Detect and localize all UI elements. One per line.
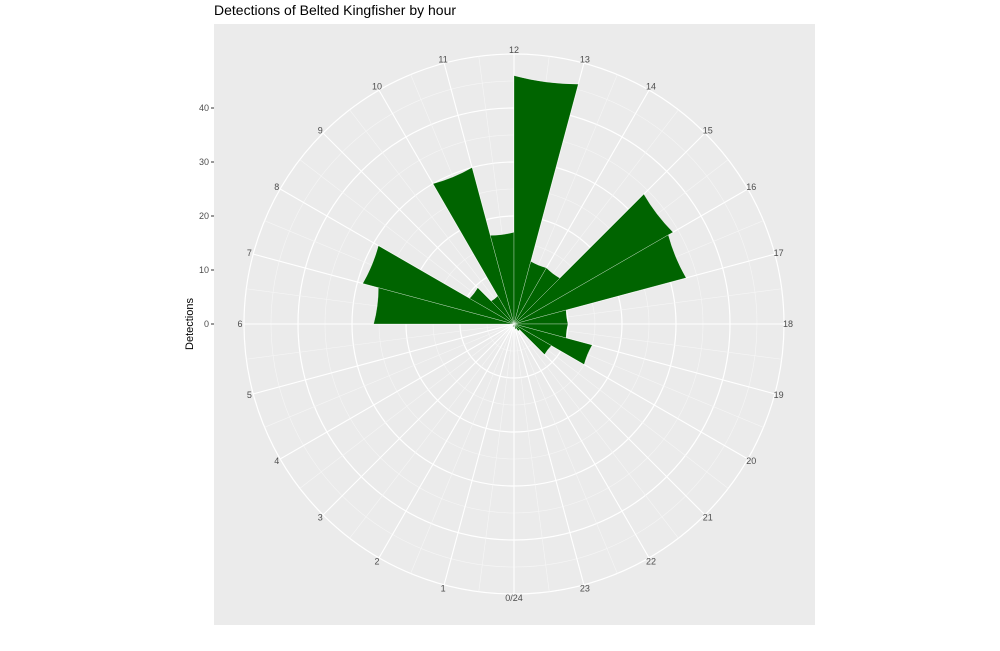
hour-label: 12 xyxy=(509,45,519,55)
minor-grid-spoke xyxy=(349,109,515,325)
bar-hour-22 xyxy=(513,323,517,330)
minor-grid-spoke xyxy=(349,323,515,539)
hour-label: 9 xyxy=(318,125,323,135)
y-tick-label: 0 xyxy=(204,319,209,329)
grid-spoke xyxy=(513,323,706,516)
hour-label: 18 xyxy=(783,319,793,329)
hour-label: 20 xyxy=(746,456,756,466)
bar-hour-16 xyxy=(513,234,687,325)
y-axis-title: Detections xyxy=(184,298,196,350)
hour-label: 22 xyxy=(646,556,656,566)
minor-grid-spoke xyxy=(513,323,618,574)
bar-hour-7 xyxy=(362,245,515,325)
minor-grid-spoke xyxy=(513,323,550,592)
minor-grid-spoke xyxy=(246,323,515,360)
hour-label: 6 xyxy=(237,319,242,329)
y-axis-layer: 0 10 20 30 40 xyxy=(199,103,214,329)
hour-label: 13 xyxy=(580,54,590,64)
y-tick-label: 40 xyxy=(199,103,209,113)
bar-hour-8 xyxy=(469,287,515,325)
hour-label: 1 xyxy=(441,584,446,594)
grid-spoke xyxy=(513,323,585,585)
hour-label: 2 xyxy=(374,556,379,566)
y-tick-label: 10 xyxy=(199,265,209,275)
bar-layer xyxy=(362,75,687,365)
bar-hour-20 xyxy=(513,323,552,355)
minor-grid-spoke xyxy=(264,323,515,428)
minor-grid-spoke xyxy=(513,323,729,489)
hour-label: 3 xyxy=(318,513,323,523)
minor-grid-spoke xyxy=(410,323,515,574)
hour-label: 8 xyxy=(274,182,279,192)
bar-hour-10 xyxy=(432,167,515,325)
grid-spoke xyxy=(322,323,515,516)
bar-hour-19 xyxy=(513,323,593,365)
hour-label: 15 xyxy=(703,125,713,135)
hour-label: 0/24 xyxy=(505,593,523,603)
bar-hour-21 xyxy=(513,323,520,332)
hour-label: 7 xyxy=(247,248,252,258)
y-tick-label: 30 xyxy=(199,157,209,167)
hour-label: 14 xyxy=(646,82,656,92)
minor-grid-spoke xyxy=(478,323,515,592)
grid-spoke xyxy=(513,323,650,559)
hour-label-layer: 0/24123456789101112131415161718192021222… xyxy=(237,45,793,603)
hour-label: 19 xyxy=(774,390,784,400)
hour-label: 21 xyxy=(703,513,713,523)
y-tick-label: 20 xyxy=(199,211,209,221)
hour-label: 5 xyxy=(247,390,252,400)
grid-spoke xyxy=(253,323,515,395)
minor-grid-spoke xyxy=(299,323,515,489)
hour-label: 17 xyxy=(774,248,784,258)
grid-spoke xyxy=(378,323,515,559)
bar-hour-12 xyxy=(513,75,579,325)
chart-title: Detections of Belted Kingfisher by hour xyxy=(214,2,457,18)
hour-label: 4 xyxy=(274,456,279,466)
grid-spoke xyxy=(279,323,515,460)
grid-spoke xyxy=(443,323,515,585)
grid-layer xyxy=(243,53,785,595)
bar-hour-1 xyxy=(512,323,515,327)
minor-grid-spoke xyxy=(513,323,679,539)
hour-label: 23 xyxy=(580,584,590,594)
bar-hour-15 xyxy=(513,193,674,325)
hour-label: 16 xyxy=(746,182,756,192)
hour-label: 11 xyxy=(438,54,447,64)
hour-label: 10 xyxy=(372,82,382,92)
